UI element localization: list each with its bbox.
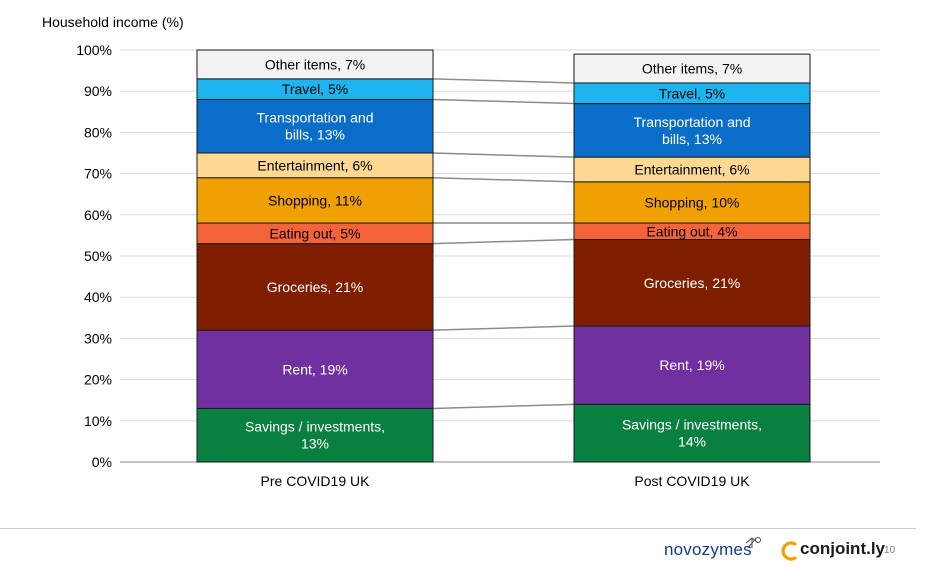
segment-label: Groceries, 21% [644, 275, 740, 291]
segment-label: Shopping, 10% [645, 194, 740, 210]
y-tick-label: 20% [84, 372, 112, 388]
segment-label: Transportation and bills, 13% [257, 110, 374, 143]
y-tick-label: 70% [84, 166, 112, 182]
segment-label: Savings / investments, 13% [245, 419, 385, 452]
page-number: 10 [884, 545, 896, 556]
segment-label: Travel, 5% [282, 81, 348, 97]
connector-line [432, 403, 575, 410]
novozymes-logo: novozymes [664, 540, 752, 559]
bar-segment-other-items [573, 53, 811, 84]
y-tick-label: 30% [84, 330, 112, 346]
bar-segment-other-items [196, 49, 434, 80]
bar-segment-rent [196, 329, 434, 409]
segment-label: Shopping, 11% [268, 192, 362, 208]
segment-labels: Savings / investments, 13% Rent, 19% Grocer… [245, 56, 762, 451]
bar-segment-entertainment [196, 152, 434, 179]
y-tick-label: 40% [84, 289, 112, 305]
y-tick-label: 60% [84, 207, 112, 223]
y-tick-label: 90% [84, 83, 112, 99]
segment-label: Eating out, 4% [646, 223, 737, 239]
segment-label: Rent, 19% [282, 361, 347, 377]
y-tick-label: 100% [76, 42, 112, 58]
connector-line [432, 98, 575, 105]
bar-segment-shopping [196, 177, 434, 224]
bar-segment-savings-investments [196, 407, 434, 463]
bar-segment-savings-investments [573, 403, 811, 463]
segment-label: Groceries, 21% [267, 279, 363, 295]
stacked-bar-chart: Savings / investments, 13% Rent, 19% Grocer… [42, 14, 880, 489]
bar-segment-rent [573, 325, 811, 405]
segment-label: Entertainment, 6% [257, 157, 372, 173]
y-tick-label: 0% [92, 454, 112, 470]
y-tick-label: 80% [84, 124, 112, 140]
y-tick-labels: 0% 10% 20% 30% 40% 50% 60% 70% 80% 90% 100% [76, 42, 112, 470]
novozymes-star-icon [745, 537, 761, 549]
x-tick-label: Pre COVID19 UK [261, 473, 371, 489]
connector-line [432, 152, 575, 158]
conjointly-c-icon [781, 541, 797, 561]
segment-label: Savings / investments, 14% [622, 417, 762, 450]
segment-label: Other items, 7% [642, 61, 742, 77]
x-tick-labels: Pre COVID19 UK Post COVID19 UK [261, 473, 751, 489]
connector-line [432, 238, 575, 245]
segment-label: Other items, 7% [265, 56, 365, 72]
segment-label: Transportation and bills, 13% [634, 114, 751, 147]
bars [196, 49, 811, 463]
segment-label: Travel, 5% [659, 85, 725, 101]
bar-segment-transportation-and-bills [196, 98, 434, 154]
y-tick-label: 50% [84, 248, 112, 264]
bar-segment-groceries [573, 239, 811, 327]
connector-line [432, 176, 575, 183]
footer-divider [0, 528, 916, 529]
segment-label: Entertainment, 6% [634, 161, 749, 177]
segment-label: Eating out, 5% [269, 225, 360, 241]
connector-line [432, 325, 575, 331]
connector-line [432, 78, 575, 84]
connector-lines [432, 78, 575, 410]
y-tick-label: 10% [84, 413, 112, 429]
conjointly-logo: conjoint.ly [800, 539, 885, 558]
y-axis-label: Household income (%) [42, 14, 184, 30]
x-tick-label: Post COVID19 UK [634, 473, 750, 489]
segment-label: Rent, 19% [659, 357, 724, 373]
